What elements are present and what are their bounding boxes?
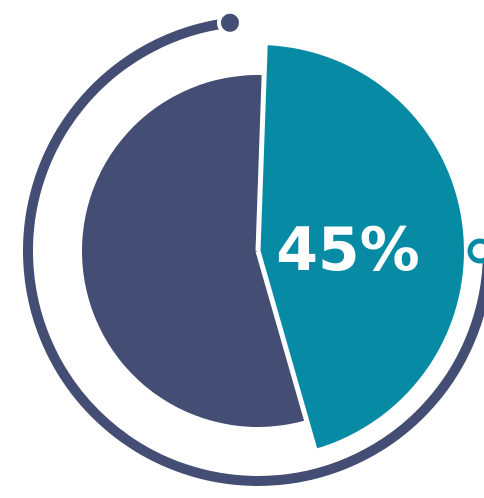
outer-progress-ring — [23, 9, 484, 486]
slice-divider-2 — [255, 250, 318, 452]
slice-divider-1 — [255, 43, 268, 252]
slice-percent-label: 45% — [276, 215, 420, 285]
ring-start-knob — [216, 9, 243, 36]
pie-labels: 45% — [276, 215, 420, 285]
ring-end-knob — [467, 238, 484, 264]
pie-slice-highlight — [258, 45, 464, 450]
progress-ring-arc — [23, 17, 484, 486]
pie-slice-remainder — [81, 75, 307, 428]
pie-slices — [81, 43, 464, 452]
